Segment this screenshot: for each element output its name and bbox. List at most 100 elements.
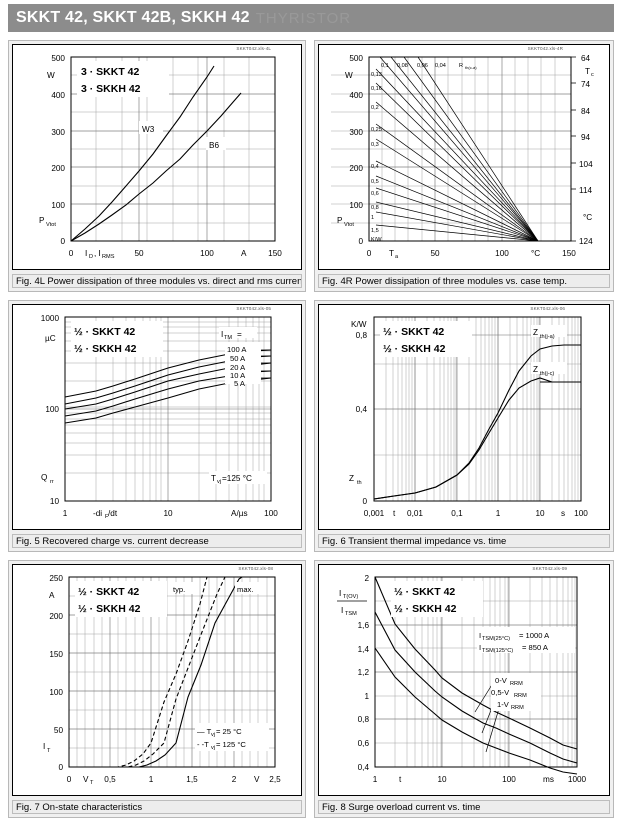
svg-text:84: 84 <box>581 107 591 116</box>
svg-text:= 125 °C: = 125 °C <box>216 740 246 749</box>
svg-text:1: 1 <box>63 509 68 518</box>
figure-6-sheet-id: SKKT042.xls-06 <box>530 306 565 311</box>
svg-text:1,4: 1,4 <box>358 645 370 654</box>
svg-text:1,5: 1,5 <box>371 228 379 234</box>
svg-text:0,08: 0,08 <box>397 63 408 69</box>
svg-text:½ · SKKH 42: ½ · SKKH 42 <box>74 343 137 355</box>
svg-text:vj: vj <box>211 732 215 738</box>
svg-text:0: 0 <box>69 249 74 258</box>
page-header: SKKT 42, SKKT 42B, SKKH 42 THYRISTOR <box>8 4 614 32</box>
svg-text:0: 0 <box>67 775 72 784</box>
svg-text:K/W: K/W <box>371 237 382 243</box>
svg-text:0: 0 <box>362 497 367 506</box>
svg-text:TM: TM <box>224 335 232 341</box>
svg-text:°C: °C <box>531 249 540 258</box>
svg-text:0,25: 0,25 <box>371 127 382 133</box>
svg-text:Q: Q <box>41 473 47 482</box>
svg-text:= 850 A: = 850 A <box>522 643 549 652</box>
svg-text:½ · SKKH 42: ½ · SKKH 42 <box>383 343 446 355</box>
figure-6-caption: Fig. 6 Transient thermal impedance vs. t… <box>318 534 610 548</box>
svg-text:50: 50 <box>430 249 440 258</box>
svg-text:I: I <box>341 606 343 615</box>
svg-text:T: T <box>389 249 394 258</box>
svg-text:0: 0 <box>358 237 363 246</box>
svg-text:TSM: TSM <box>345 611 357 617</box>
figure-4l-caption: Fig. 4L Power dissipation of three modul… <box>12 274 302 288</box>
svg-text:P: P <box>39 216 45 225</box>
svg-text:100: 100 <box>45 405 59 414</box>
svg-text:vj: vj <box>217 479 221 485</box>
svg-text:100: 100 <box>349 201 363 210</box>
svg-text:100: 100 <box>574 509 588 518</box>
svg-text:TSM(125°C): TSM(125°C) <box>482 648 513 654</box>
svg-text:100: 100 <box>49 688 63 697</box>
svg-text:0,1: 0,1 <box>451 509 463 518</box>
svg-text:A: A <box>49 591 55 600</box>
svg-text:s: s <box>561 509 565 518</box>
svg-text:0,5-V: 0,5-V <box>491 688 510 697</box>
svg-text:/dt: /dt <box>108 509 118 518</box>
svg-text:150: 150 <box>562 249 576 258</box>
svg-text:10 A: 10 A <box>230 371 246 380</box>
svg-text:½ · SKKT 42: ½ · SKKT 42 <box>78 586 139 598</box>
svg-text:½ · SKKH 42: ½ · SKKH 42 <box>394 603 457 615</box>
svg-text:I: I <box>85 249 87 258</box>
svg-text:1: 1 <box>364 692 369 701</box>
svg-text:=: = <box>237 330 242 339</box>
svg-text:typ.: typ. <box>173 585 185 594</box>
svg-text:1,2: 1,2 <box>358 668 370 677</box>
svg-text:0,01: 0,01 <box>407 509 423 518</box>
figure-4l: 500 400 300 200 100 0 W P Vtot 0 50 100 1… <box>8 40 306 292</box>
svg-text:ms: ms <box>543 775 554 784</box>
svg-text:1,5: 1,5 <box>186 775 198 784</box>
svg-text:½ · SKKT 42: ½ · SKKT 42 <box>383 326 444 338</box>
svg-text:0,6: 0,6 <box>358 739 370 748</box>
svg-text:10: 10 <box>535 509 545 518</box>
svg-text:= 25 °C: = 25 °C <box>216 727 242 736</box>
svg-text:64: 64 <box>581 54 591 63</box>
svg-text:0,6: 0,6 <box>371 191 379 197</box>
svg-text:F: F <box>105 514 109 520</box>
figure-4r-caption: Fig. 4R Power dissipation of three modul… <box>318 274 610 288</box>
svg-text:300: 300 <box>349 128 363 137</box>
svg-text:0,06: 0,06 <box>417 63 428 69</box>
svg-text:114: 114 <box>579 186 592 195</box>
svg-text:W: W <box>47 71 55 80</box>
svg-text:max.: max. <box>237 585 253 594</box>
svg-text:th(c-a): th(c-a) <box>465 65 477 70</box>
svg-text:K/W: K/W <box>351 320 367 329</box>
svg-text:0,4: 0,4 <box>356 405 368 414</box>
svg-text:RMS: RMS <box>102 254 115 260</box>
svg-text:100 A: 100 A <box>227 345 247 354</box>
svg-text:c: c <box>591 72 594 78</box>
svg-text:0,04: 0,04 <box>435 63 446 69</box>
svg-text:50: 50 <box>134 249 144 258</box>
svg-text:RRM: RRM <box>514 693 527 699</box>
figure-5-sheet-id: SKKT042.xls-05 <box>236 306 271 311</box>
svg-text:B6: B6 <box>209 141 219 150</box>
svg-text:10: 10 <box>50 497 60 506</box>
svg-text:= 1000 A: = 1000 A <box>519 631 550 640</box>
svg-text:P: P <box>337 216 343 225</box>
figure-8: 2 1,6 1,4 1,2 1 0,8 0,6 0,4 I T(OV) I TSM … <box>314 560 614 818</box>
svg-text:0,001: 0,001 <box>364 509 385 518</box>
svg-text:Vtot: Vtot <box>344 222 354 228</box>
svg-text:Z: Z <box>349 474 354 483</box>
svg-text:200: 200 <box>349 164 363 173</box>
svg-text:T: T <box>47 748 51 754</box>
svg-text:104: 104 <box>579 160 593 169</box>
svg-text:20 A: 20 A <box>230 363 246 372</box>
svg-text:W3: W3 <box>142 125 155 134</box>
svg-text:0,4: 0,4 <box>371 164 379 170</box>
svg-text:I: I <box>479 631 481 640</box>
header-watermark: THYRISTOR <box>255 9 352 27</box>
svg-text:50 A: 50 A <box>230 354 246 363</box>
svg-text:1: 1 <box>149 775 154 784</box>
svg-text:I: I <box>43 742 45 751</box>
svg-text:0,16: 0,16 <box>371 86 382 92</box>
figure-4l-plot: 500 400 300 200 100 0 W P Vtot 0 50 100 1… <box>12 44 302 270</box>
svg-text:0,3: 0,3 <box>371 142 379 148</box>
